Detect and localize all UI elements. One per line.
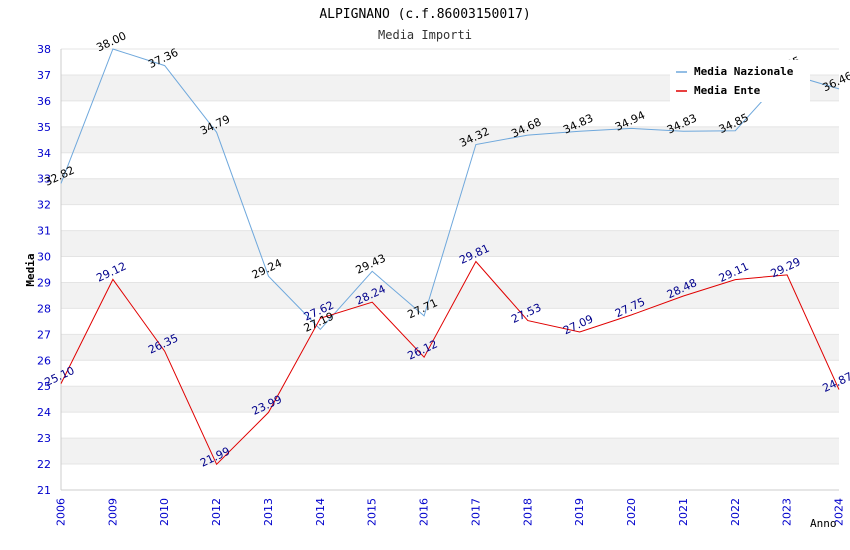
- series-line-media-nazionale: [60, 48, 840, 331]
- y-tick-label: 31: [37, 225, 51, 238]
- data-label: 29.11: [717, 260, 751, 285]
- y-tick-label: 24: [37, 406, 51, 419]
- grid-band: [61, 178, 839, 205]
- y-tick-label: 37: [37, 69, 51, 82]
- x-tick-label: 2013: [262, 498, 275, 526]
- data-label: 29.12: [94, 260, 128, 285]
- data-label: 29.24: [250, 257, 284, 282]
- y-tick-label: 36: [37, 95, 51, 108]
- x-tick-label: 2021: [677, 498, 690, 526]
- y-tick-label: 23: [37, 432, 51, 445]
- y-tick-label: 25: [37, 380, 51, 393]
- x-tick-label: 2006: [55, 498, 68, 526]
- y-tick-label: 22: [37, 458, 51, 471]
- data-label: 27.09: [561, 312, 595, 337]
- chart-subtitle: Media Importi: [378, 28, 472, 42]
- grid-band: [61, 386, 839, 413]
- x-tick-label: 2017: [469, 498, 482, 526]
- y-tick-label: 38: [37, 43, 51, 56]
- legend-label-media-ente: Media Ente: [694, 84, 761, 97]
- y-tick-label: 30: [37, 251, 51, 264]
- y-tick-label: 35: [37, 121, 51, 134]
- grid-band: [61, 334, 839, 361]
- y-tick-label: 32: [37, 199, 51, 212]
- series-line-media-ente: [60, 260, 840, 466]
- series-lines: [60, 48, 840, 466]
- x-tick-label: 2010: [158, 498, 171, 526]
- data-label: 38.00: [94, 29, 128, 54]
- x-tick-label: 2014: [314, 498, 327, 526]
- y-tick-label: 27: [37, 328, 51, 341]
- y-tick-label: 21: [37, 484, 51, 497]
- y-tick-label: 33: [37, 173, 51, 186]
- grid-band: [61, 230, 839, 257]
- x-tick-label: 2018: [521, 498, 534, 526]
- axes: [60, 49, 839, 491]
- tick-labels: 21 22 23 24 25 26 27 28 29 30 31 32 33 34 35 36 37 38 2006…: [37, 43, 846, 526]
- data-label: 29.29: [769, 255, 803, 280]
- y-tick-label: 26: [37, 354, 51, 367]
- x-tick-label: 2022: [729, 498, 742, 526]
- y-axis-label: Media: [24, 253, 37, 286]
- data-label: 37.36: [146, 46, 180, 71]
- x-tick-label: 2019: [573, 498, 586, 526]
- y-tick-label: 34: [37, 147, 51, 160]
- grid-bands: [61, 74, 839, 465]
- y-tick-label: 29: [37, 276, 51, 289]
- grid-band: [61, 282, 839, 309]
- y-tick-label: 28: [37, 302, 51, 315]
- grid-lines: [61, 48, 839, 491]
- chart-title: ALPIGNANO (c.f.86003150017): [319, 7, 530, 22]
- legend: Media Nazionale Media Ente: [670, 60, 810, 102]
- x-tick-label: 2015: [366, 498, 379, 526]
- legend-box: [670, 60, 810, 102]
- x-tick-label: 2020: [625, 498, 638, 526]
- x-tick-label: 2012: [210, 498, 223, 526]
- data-label: 25.10: [42, 364, 76, 389]
- x-tick-label: 2009: [106, 498, 119, 526]
- x-tick-label: 2016: [418, 498, 431, 526]
- x-axis-label: Anno: [810, 517, 837, 530]
- x-tick-label: 2023: [781, 498, 794, 526]
- x-tick-label: 2024: [833, 498, 846, 526]
- legend-label-media-nazionale: Media Nazionale: [694, 65, 794, 78]
- grid-band: [61, 438, 839, 465]
